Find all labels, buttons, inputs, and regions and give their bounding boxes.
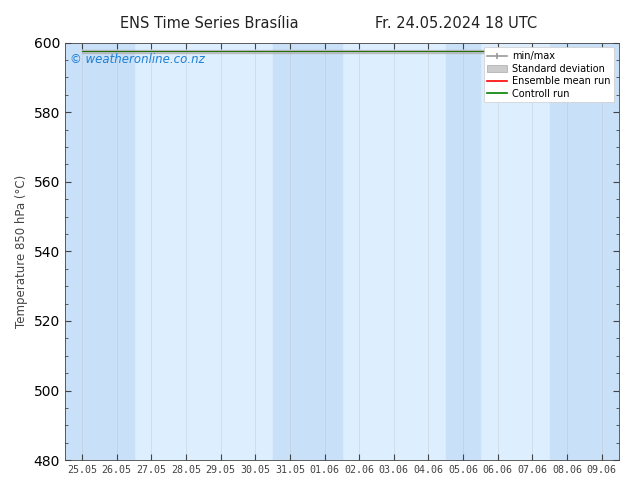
Bar (169, 43, 204, 460)
Bar (446, 43, 481, 460)
Bar (377, 43, 411, 460)
Y-axis label: Temperature 850 hPa (°C): Temperature 850 hPa (°C) (15, 175, 28, 328)
Bar (585, 43, 619, 460)
Bar (307, 43, 342, 460)
Bar (550, 43, 585, 460)
Text: © weatheronline.co.nz: © weatheronline.co.nz (70, 53, 205, 66)
Bar (65, 43, 100, 460)
Bar (134, 43, 169, 460)
Text: Fr. 24.05.2024 18 UTC: Fr. 24.05.2024 18 UTC (375, 16, 538, 31)
Bar (238, 43, 273, 460)
Bar (307, 43, 342, 460)
Bar (273, 43, 307, 460)
Bar (100, 43, 134, 460)
Bar (273, 43, 307, 460)
Bar (550, 43, 585, 460)
Bar (585, 43, 619, 460)
Bar (481, 43, 515, 460)
Bar (342, 43, 377, 460)
Bar (411, 43, 446, 460)
Bar (515, 43, 550, 460)
Text: ENS Time Series Brasília: ENS Time Series Brasília (120, 16, 299, 31)
Bar (446, 43, 481, 460)
Bar (204, 43, 238, 460)
Bar (65, 43, 100, 460)
Legend: min/max, Standard deviation, Ensemble mean run, Controll run: min/max, Standard deviation, Ensemble me… (484, 48, 614, 102)
Bar (100, 43, 134, 460)
